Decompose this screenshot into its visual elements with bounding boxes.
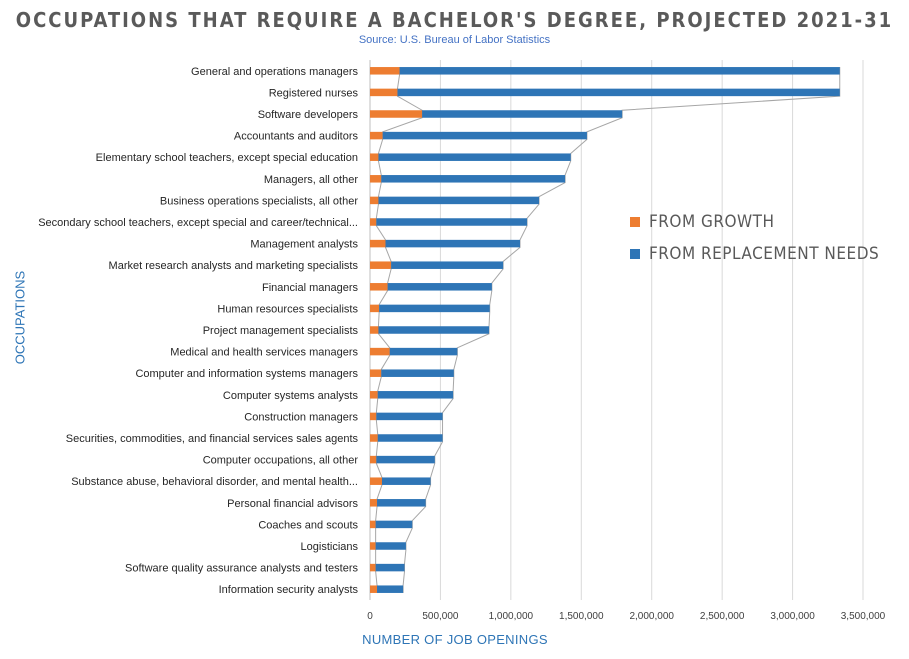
category-label: Information security analysts	[219, 584, 359, 596]
category-label: Software developers	[258, 109, 359, 121]
x-axis-title: NUMBER OF JOB OPENINGS	[362, 632, 548, 647]
category-label: Registered nurses	[269, 87, 359, 99]
x-tick-label: 3,000,000	[770, 611, 815, 622]
category-label: Secondary school teachers, except specia…	[38, 217, 358, 229]
bar-replacement	[389, 347, 458, 356]
bar-replacement	[375, 542, 406, 550]
category-label: Market research analysts and marketing s…	[109, 260, 359, 272]
chart-subtitle: Source: U.S. Bureau of Labor Statistics	[358, 34, 551, 46]
category-label: General and operations managers	[191, 66, 358, 78]
bar-growth	[370, 131, 383, 140]
chart-title: OCCUPATIONS THAT REQUIRE A BACHELOR'S DE…	[15, 8, 894, 32]
bar-growth	[370, 455, 377, 464]
bar-growth	[370, 218, 377, 226]
bar-replacement	[376, 412, 443, 421]
bar-growth	[370, 67, 400, 75]
category-label: Medical and health services managers	[170, 347, 358, 359]
bar-growth	[370, 326, 379, 334]
bar-replacement	[385, 239, 521, 248]
bar-replacement	[397, 88, 840, 97]
bar-replacement	[377, 585, 404, 593]
bar-growth	[370, 369, 382, 377]
bar-growth	[370, 520, 376, 529]
category-label: Personal financial advisors	[227, 498, 358, 510]
x-tick-label: 1,500,000	[559, 611, 604, 622]
bar-growth	[370, 283, 388, 291]
bar-growth	[370, 499, 378, 507]
bar-replacement	[378, 153, 571, 161]
bar-growth	[370, 477, 382, 485]
category-label: Substance abuse, behavioral disorder, an…	[71, 476, 358, 488]
bar-replacement	[375, 563, 405, 572]
bar-growth	[370, 585, 378, 593]
category-label: Business operations specialists, all oth…	[160, 195, 358, 207]
category-label: Elementary school teachers, except speci…	[96, 152, 358, 164]
bar-replacement	[375, 520, 413, 529]
bar-growth	[370, 304, 380, 313]
legend-label-replacement: FROM REPLACEMENT NEEDS	[649, 244, 880, 264]
bar-growth	[370, 196, 379, 205]
legend-item-growth: FROM GROWTH	[630, 206, 879, 238]
bar-growth	[370, 563, 376, 572]
x-tick-label: 2,000,000	[629, 611, 674, 622]
bar-replacement	[387, 283, 492, 291]
bar-replacement	[377, 499, 426, 507]
category-label: Computer systems analysts	[223, 390, 359, 402]
x-tick-label: 2,500,000	[700, 611, 745, 622]
legend-swatch-replacement	[630, 249, 640, 259]
bar-replacement	[379, 304, 490, 313]
bar-replacement	[382, 131, 587, 140]
legend-item-replacement: FROM REPLACEMENT NEEDS	[630, 238, 879, 270]
category-label: Accountants and auditors	[234, 131, 359, 143]
legend-swatch-growth	[630, 217, 640, 227]
category-label: Computer and information systems manager…	[135, 368, 358, 380]
bar-growth	[370, 110, 423, 118]
x-tick-label: 0	[367, 611, 373, 622]
category-label: Human resources specialists	[217, 303, 358, 315]
bar-replacement	[381, 175, 566, 183]
category-label: Construction managers	[244, 411, 358, 423]
bar-growth	[370, 239, 386, 248]
category-label: Managers, all other	[264, 174, 358, 186]
bar-replacement	[381, 477, 431, 485]
category-label: Logisticians	[301, 541, 359, 553]
category-label: Computer occupations, all other	[203, 455, 359, 467]
bar-growth	[370, 542, 376, 550]
bar-replacement	[399, 67, 840, 75]
bar-growth	[370, 175, 382, 183]
bar-replacement	[376, 218, 528, 226]
bar-growth	[370, 434, 378, 442]
category-label: Securities, commodities, and financial s…	[66, 433, 359, 445]
bar-replacement	[377, 434, 443, 442]
bar-growth	[370, 347, 390, 356]
bar-replacement	[376, 455, 435, 464]
bar-replacement	[391, 261, 504, 269]
y-axis-title: OCCUPATIONS	[12, 270, 28, 365]
bar-growth	[370, 261, 392, 269]
legend-label-growth: FROM GROWTH	[649, 212, 775, 232]
category-label: Software quality assurance analysts and …	[125, 563, 358, 575]
bar-growth	[370, 88, 398, 97]
bar-replacement	[378, 326, 490, 334]
x-tick-label: 3,500,000	[841, 611, 886, 622]
category-label: Financial managers	[262, 282, 358, 294]
bar-replacement	[422, 110, 623, 118]
x-tick-label: 500,000	[422, 611, 459, 622]
bar-growth	[370, 412, 377, 421]
bar-replacement	[381, 369, 454, 377]
x-tick-label: 1,000,000	[489, 611, 534, 622]
bar-replacement	[377, 391, 454, 399]
bar-replacement	[378, 196, 540, 205]
bar-growth	[370, 153, 379, 161]
category-label: Coaches and scouts	[258, 519, 358, 531]
category-label: Project management specialists	[203, 325, 359, 337]
legend: FROM GROWTH FROM REPLACEMENT NEEDS	[630, 206, 879, 270]
bar-growth	[370, 391, 378, 399]
category-label: Management analysts	[250, 239, 358, 251]
